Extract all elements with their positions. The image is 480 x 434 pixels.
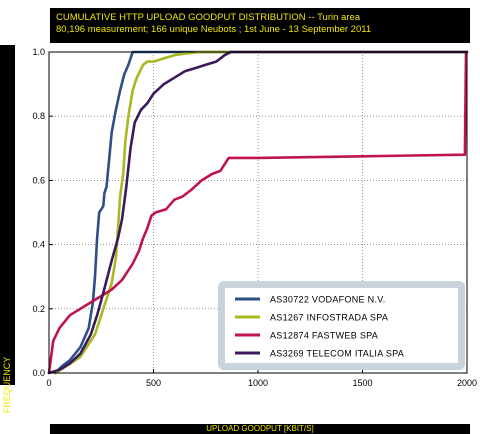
y-tick-label: 1.0 bbox=[32, 47, 45, 57]
y-tick-label: 0.4 bbox=[32, 240, 45, 250]
chart-title-line-1: CUMULATIVE HTTP UPLOAD GOODPUT DISTRIBUT… bbox=[56, 12, 361, 23]
x-tick-label: 1000 bbox=[248, 378, 268, 388]
series-line-2 bbox=[54, 50, 469, 375]
y-tick-label: 0.6 bbox=[32, 175, 45, 185]
legend-box bbox=[225, 288, 458, 363]
series-line-3 bbox=[47, 50, 469, 375]
legend-label-2: AS1267 INFOSTRADA SPA bbox=[270, 313, 388, 323]
chart-title-line-2: 80,196 measurement; 166 unique Neubots ;… bbox=[56, 24, 372, 35]
y-tick-label: 0.0 bbox=[32, 368, 45, 378]
y-tick-label: 0.8 bbox=[32, 111, 45, 121]
x-tick-label: 2000 bbox=[457, 378, 477, 388]
chart-title: CUMULATIVE HTTP UPLOAD GOODPUT DISTRIBUT… bbox=[50, 8, 470, 43]
x-tick-label: 1500 bbox=[352, 378, 372, 388]
x-tick-label: 0 bbox=[46, 378, 51, 388]
y-axis-label-strip: FREQUENCY bbox=[0, 45, 15, 413]
x-axis-label: UPLOAD GOODPUT [KBIT/S] bbox=[50, 424, 470, 434]
legend-label-1: AS30722 VODAFONE N.V. bbox=[270, 295, 386, 305]
legend-label-3: AS12874 FASTWEB SPA bbox=[270, 331, 378, 341]
y-tick-label: 0.2 bbox=[32, 304, 45, 314]
series-line-4 bbox=[47, 50, 469, 375]
series-line-1 bbox=[54, 50, 469, 375]
x-tick-label: 500 bbox=[146, 378, 161, 388]
legend-label-4: AS3269 TELECOM ITALIA SPA bbox=[270, 349, 404, 359]
